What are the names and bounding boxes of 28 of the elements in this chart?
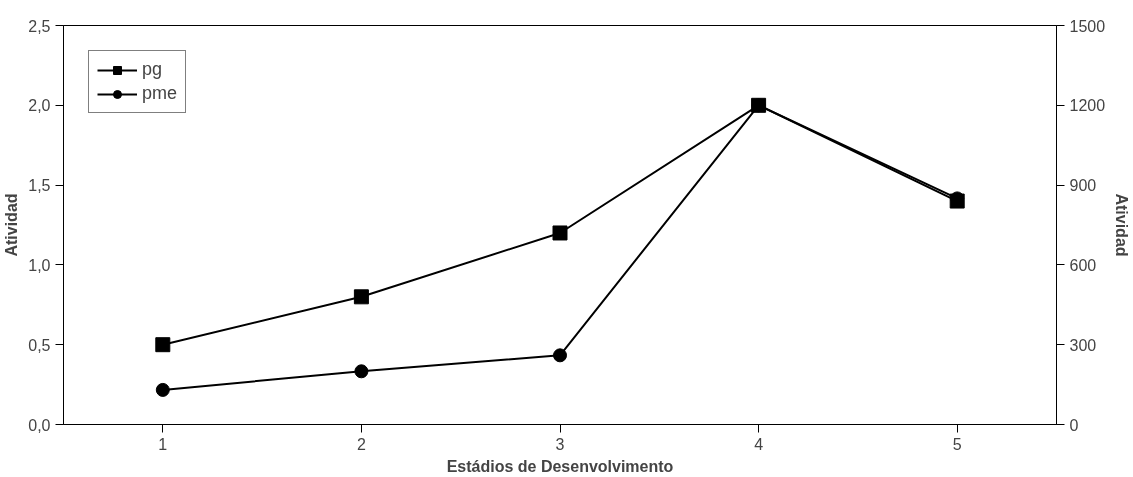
legend-label: pme	[142, 83, 178, 104]
y-tick-label: 1,0	[28, 256, 51, 274]
y-tick-label: 2,5	[28, 17, 51, 35]
x-axis-title: Estádios de Desenvolvimento	[446, 457, 674, 475]
y2-tick-label: 1200	[1069, 97, 1106, 115]
y-tick-label: 2,0	[28, 97, 51, 115]
point	[552, 225, 568, 241]
point	[155, 337, 171, 353]
y2-tick-label: 0	[1069, 416, 1079, 434]
y2-axis-title: Atividad	[1113, 193, 1131, 257]
point	[553, 348, 567, 363]
x-tick-label: 5	[952, 435, 962, 453]
y-axis-title: Atividad	[3, 193, 21, 257]
legend-label: pg	[142, 59, 163, 80]
point	[354, 364, 369, 379]
y-tick-label: 1,5	[28, 177, 51, 195]
y2-tick-label: 900	[1069, 177, 1097, 195]
x-tick-label: 1	[158, 435, 168, 453]
point	[155, 382, 170, 397]
y2-tick-label: 300	[1069, 336, 1097, 354]
y2-tick-label: 600	[1069, 256, 1097, 274]
y-tick-label: 0,5	[28, 336, 51, 354]
point	[353, 289, 369, 305]
x-tick-label: 2	[356, 435, 366, 453]
x-tick-label: 4	[754, 435, 764, 453]
y2-tick-label: 1500	[1069, 17, 1106, 35]
y-tick-label: 0,0	[28, 416, 51, 434]
x-tick-label: 3	[555, 435, 565, 453]
